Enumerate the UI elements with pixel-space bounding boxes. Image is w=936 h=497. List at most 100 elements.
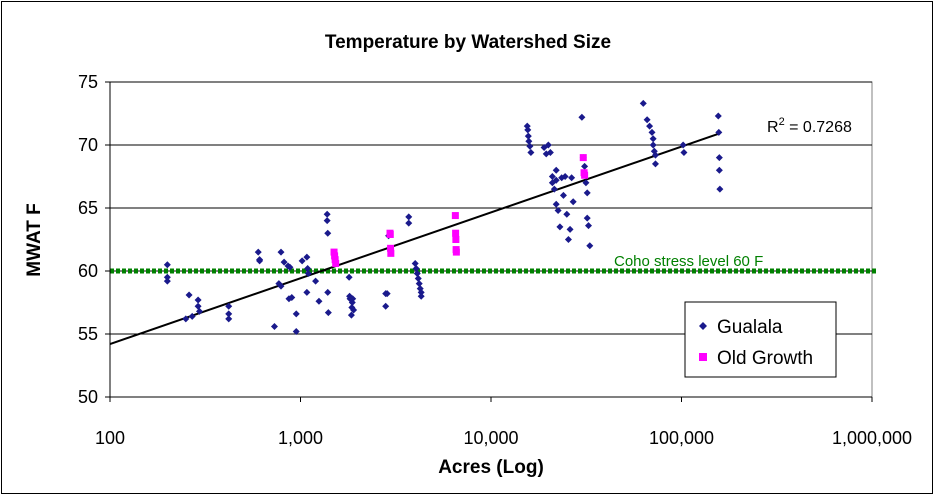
legend-label-gualala: Gualala bbox=[717, 317, 783, 338]
point-gualala bbox=[527, 149, 535, 157]
x-tick-label: 100 bbox=[95, 428, 125, 448]
point-gualala bbox=[298, 257, 306, 265]
point-gualala bbox=[715, 166, 723, 174]
r2-value: = 0.7268 bbox=[785, 119, 852, 136]
point-gualala bbox=[196, 307, 204, 315]
point-gualala bbox=[544, 141, 552, 149]
y-tick-label: 75 bbox=[78, 72, 98, 92]
point-gualala bbox=[292, 310, 300, 318]
x-tick-label: 1,000 bbox=[278, 428, 323, 448]
trendline-path bbox=[109, 132, 720, 346]
point-gualala bbox=[581, 162, 589, 170]
point-old-growth bbox=[452, 248, 460, 256]
y-tick-label: 65 bbox=[78, 198, 98, 218]
point-gualala bbox=[417, 288, 425, 296]
point-gualala bbox=[286, 263, 294, 271]
point-gualala bbox=[163, 273, 171, 281]
point-gualala bbox=[583, 214, 591, 222]
point-gualala bbox=[582, 179, 590, 187]
point-gualala bbox=[188, 312, 196, 320]
point-gualala bbox=[566, 225, 574, 233]
point-gualala bbox=[561, 173, 569, 180]
point-gualala bbox=[194, 296, 202, 304]
r2-superscript: 2 bbox=[779, 116, 785, 128]
r2-prefix: R bbox=[767, 119, 779, 136]
axes: 50 55 60 65 70 75 100 1,000 10,000 100,000 1,000,0… bbox=[78, 72, 912, 448]
y-tick-label: 50 bbox=[78, 387, 98, 407]
point-old-growth bbox=[331, 256, 339, 264]
point-gualala bbox=[546, 149, 554, 157]
data-points bbox=[163, 99, 724, 335]
point-gualala bbox=[303, 253, 311, 261]
point-gualala bbox=[163, 277, 171, 285]
point-gualala bbox=[256, 257, 264, 265]
point-gualala bbox=[648, 128, 656, 136]
point-gualala bbox=[552, 200, 560, 208]
point-gualala bbox=[304, 264, 312, 272]
y-axis-title: MWAT F bbox=[24, 203, 45, 277]
point-gualala bbox=[564, 236, 572, 243]
point-gualala bbox=[417, 292, 425, 300]
point-gualala bbox=[716, 185, 724, 193]
point-gualala bbox=[347, 311, 355, 319]
chart-title: Temperature by Watershed Size bbox=[325, 32, 611, 53]
point-gualala bbox=[646, 122, 654, 130]
point-gualala bbox=[345, 273, 353, 281]
point-gualala bbox=[525, 137, 533, 145]
point-gualala bbox=[414, 275, 422, 283]
point-gualala bbox=[405, 213, 413, 221]
point-old-growth bbox=[452, 236, 460, 243]
legend: Gualala Old Growth bbox=[684, 301, 837, 378]
point-gualala bbox=[583, 189, 591, 197]
point-gualala bbox=[715, 154, 723, 162]
x-tick-label: 100,000 bbox=[649, 428, 714, 448]
point-old-growth bbox=[452, 229, 460, 237]
point-gualala bbox=[382, 302, 390, 310]
point-old-growth bbox=[332, 259, 340, 267]
point-gualala bbox=[578, 113, 586, 121]
point-gualala bbox=[563, 210, 571, 218]
point-gualala bbox=[524, 132, 532, 140]
point-gualala bbox=[349, 295, 357, 303]
point-gualala bbox=[585, 222, 593, 230]
point-old-growth bbox=[581, 171, 589, 179]
point-gualala bbox=[548, 173, 556, 180]
point-gualala bbox=[280, 258, 288, 266]
point-gualala bbox=[649, 135, 657, 143]
point-gualala bbox=[651, 160, 659, 168]
point-gualala bbox=[643, 116, 651, 124]
point-gualala bbox=[254, 248, 262, 256]
point-gualala bbox=[413, 270, 421, 278]
point-gualala bbox=[324, 288, 332, 296]
point-gualala bbox=[586, 242, 594, 250]
point-gualala bbox=[182, 315, 190, 323]
legend-marker-old-growth bbox=[699, 353, 707, 361]
point-gualala bbox=[552, 166, 560, 174]
point-gualala bbox=[523, 122, 531, 130]
point-gualala bbox=[556, 223, 564, 231]
point-gualala bbox=[651, 151, 659, 159]
point-gualala bbox=[559, 191, 567, 199]
point-gualala bbox=[292, 327, 300, 335]
point-gualala bbox=[323, 217, 331, 225]
point-gualala bbox=[714, 112, 722, 120]
point-gualala bbox=[277, 282, 285, 290]
point-gualala bbox=[225, 302, 233, 310]
x-axis-title: Acres (Log) bbox=[438, 457, 544, 478]
point-gualala bbox=[185, 291, 193, 299]
point-gualala bbox=[304, 270, 312, 278]
point-gualala bbox=[405, 219, 413, 227]
point-gualala bbox=[649, 141, 657, 149]
point-gualala bbox=[679, 141, 687, 149]
point-gualala bbox=[411, 259, 419, 267]
point-old-growth bbox=[387, 244, 395, 252]
legend-box bbox=[684, 301, 837, 378]
threshold-label: Coho stress level 60 F bbox=[614, 253, 763, 270]
y-tick-label: 55 bbox=[78, 324, 98, 344]
y-tick-label: 70 bbox=[78, 135, 98, 155]
point-old-growth bbox=[579, 154, 587, 162]
point-gualala bbox=[324, 229, 332, 237]
point-gualala bbox=[303, 288, 311, 296]
point-gualala bbox=[163, 261, 171, 269]
